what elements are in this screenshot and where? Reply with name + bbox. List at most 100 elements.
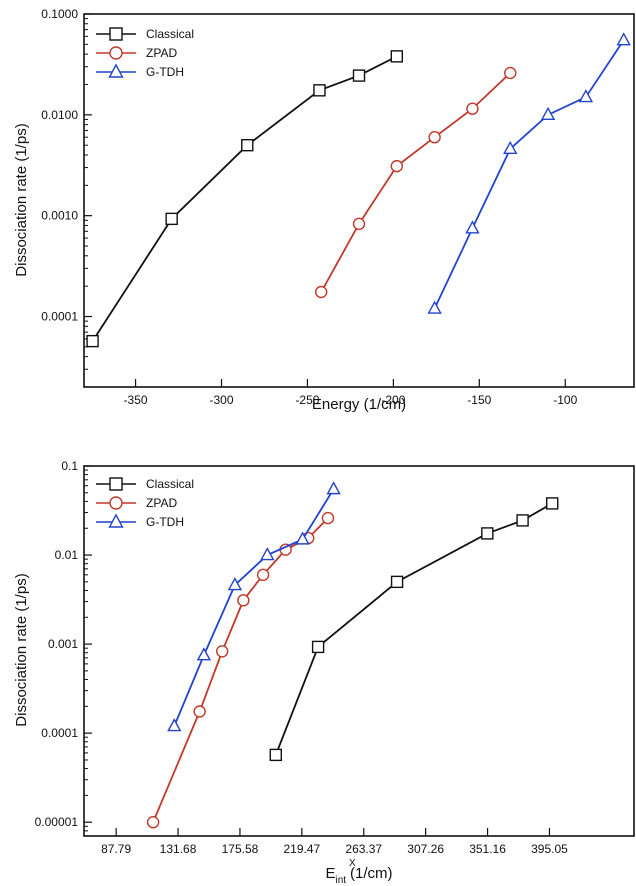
x-tick-label: -300	[209, 393, 233, 407]
legend: Classical ZPAD G-TDH	[96, 477, 194, 529]
y-tick-label: 0.1000	[41, 7, 78, 21]
x-tick-label: -150	[467, 393, 491, 407]
x-tick-label: 307.26	[407, 842, 444, 856]
data-point-classical	[546, 497, 559, 510]
legend-item-classical: Classical	[96, 27, 194, 41]
legend-label: Classical	[146, 477, 194, 491]
data-point-classical	[481, 527, 494, 540]
data-point-zpad	[352, 217, 366, 231]
legend-item-zpad: ZPAD	[96, 496, 177, 510]
plot-series	[146, 481, 559, 829]
y-axis: 0.0001 0.0010 0.0100 0.1000	[41, 7, 92, 370]
data-point-classical	[390, 50, 404, 63]
legend-triangle-marker	[108, 513, 124, 528]
x-tick-label: -200	[381, 393, 405, 407]
series-line-g-tdh	[173, 488, 335, 727]
y-tick-label: 0.0001	[41, 310, 78, 324]
chart-top: 0.0001 0.0010 0.0100 0.1000 -350 -300 -250 -20…	[13, 7, 635, 413]
x-axis-label: Eint (1/cm)	[325, 865, 392, 886]
x-tick-label: 219.47	[283, 842, 320, 856]
data-point-g-tdh	[260, 547, 275, 561]
data-point-zpad	[314, 285, 328, 299]
series-line-g-tdh	[433, 39, 625, 309]
y-tick-label: 0.01	[55, 548, 79, 562]
x-tick-label: 395.05	[531, 842, 568, 856]
data-point-zpad	[321, 511, 335, 525]
legend-item-g-tdh: G-TDH	[96, 63, 184, 79]
y-tick-label: 0.0100	[41, 108, 78, 122]
data-point-zpad	[237, 594, 250, 607]
legend-item-zpad: ZPAD	[96, 46, 177, 60]
x-tick-label: 263.37	[345, 842, 382, 856]
data-point-g-tdh	[503, 140, 518, 155]
x-axis: -350 -300 -250 -200 -150 -100	[124, 379, 578, 407]
y-tick-label: 0.00001	[35, 815, 79, 829]
x-tick-label: 351.16	[469, 842, 506, 856]
data-point-classical	[311, 640, 325, 654]
y-tick-label: 0.001	[48, 637, 78, 651]
legend-label: G-TDH	[146, 515, 184, 529]
y-axis: 0.00001 0.0001 0.001 0.01 0.1	[35, 459, 92, 832]
data-point-classical	[165, 212, 178, 226]
data-point-zpad	[216, 645, 229, 658]
x-axis-label-superscript: X	[349, 858, 356, 869]
y-tick-label: 0.0010	[41, 209, 78, 223]
data-point-zpad	[466, 102, 479, 115]
plot-frame	[83, 13, 635, 388]
data-point-zpad	[146, 816, 160, 829]
data-point-g-tdh	[196, 647, 212, 661]
x-tick-label: 131.68	[160, 842, 197, 856]
data-point-classical	[241, 138, 254, 152]
legend-item-classical: Classical	[96, 477, 194, 491]
y-axis-label: Dissociation rate (1/ps)	[13, 573, 30, 726]
data-point-classical	[516, 514, 529, 527]
x-tick-label: -350	[124, 393, 148, 407]
legend-circle-marker	[109, 496, 123, 510]
x-tick-label: 87.79	[101, 842, 131, 856]
legend-triangle-marker	[108, 63, 124, 78]
data-point-g-tdh	[227, 577, 243, 591]
data-point-g-tdh	[465, 220, 480, 234]
y-tick-label: 0.1	[61, 459, 78, 473]
legend-square-marker	[109, 477, 123, 491]
plot-series	[86, 32, 631, 348]
y-tick-label: 0.0001	[41, 726, 78, 740]
legend-square-marker	[109, 27, 123, 41]
data-point-classical	[390, 575, 404, 589]
x-axis: 87.79 131.68 175.58 219.47 263.37 307.26 351.1…	[101, 828, 568, 856]
data-point-zpad	[256, 568, 270, 582]
legend-label: Classical	[146, 27, 194, 41]
legend-item-g-tdh: G-TDH	[96, 513, 184, 529]
data-point-zpad	[504, 66, 517, 80]
data-point-zpad	[428, 131, 441, 144]
series-line-classical	[91, 55, 398, 342]
legend: Classical ZPAD G-TDH	[96, 27, 194, 79]
x-tick-label: 175.58	[222, 842, 259, 856]
x-tick-label: -250	[295, 393, 319, 407]
series-line-zpad	[152, 517, 329, 823]
legend-label: ZPAD	[146, 46, 177, 60]
data-point-classical	[269, 748, 282, 762]
data-point-g-tdh	[540, 106, 556, 121]
data-point-g-tdh	[167, 718, 182, 732]
data-point-g-tdh	[427, 300, 442, 314]
x-tick-label: -100	[553, 393, 577, 407]
data-point-g-tdh	[326, 481, 341, 495]
plot-frame	[83, 465, 635, 837]
data-point-classical	[86, 334, 99, 348]
series-line-classical	[274, 502, 553, 756]
data-point-classical	[352, 69, 366, 82]
data-point-g-tdh	[616, 32, 631, 46]
x-axis-label: Energy (1/cm)	[312, 396, 406, 413]
y-axis-label: Dissociation rate (1/ps)	[13, 123, 30, 276]
data-point-g-tdh	[295, 531, 310, 545]
data-point-zpad	[390, 159, 404, 173]
legend-label: ZPAD	[146, 496, 177, 510]
data-point-zpad	[193, 705, 206, 718]
chart-bottom: 0.00001 0.0001 0.001 0.01 0.1 87.79 131.68 175…	[13, 459, 635, 886]
data-point-g-tdh	[578, 89, 594, 103]
series-line-zpad	[320, 72, 511, 293]
data-point-classical	[313, 84, 326, 97]
legend-circle-marker	[109, 46, 123, 60]
